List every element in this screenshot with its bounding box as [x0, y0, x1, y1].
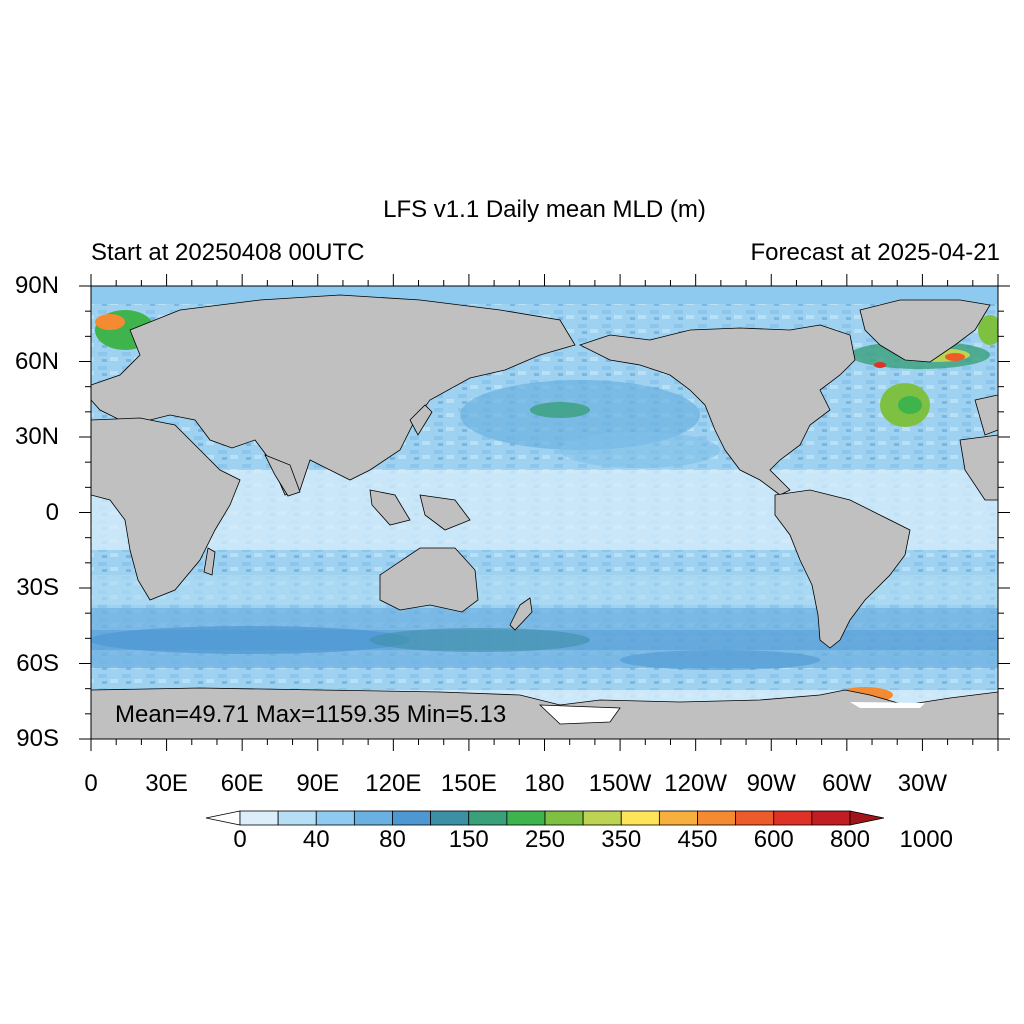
colorbar-tick-label: 600	[753, 826, 794, 853]
lon-tick-label: 120W	[664, 770, 727, 797]
lat-tick-label: 60N	[14, 347, 59, 375]
colorbar-box	[620, 810, 660, 826]
colorbar-box	[735, 810, 775, 826]
lon-tick-label: 30E	[145, 770, 188, 797]
colorbar-box	[697, 810, 737, 826]
weddell-ice-shelf	[850, 702, 925, 708]
lon-tick-label: 120E	[365, 770, 422, 797]
lat-tick-label: 30S	[16, 574, 59, 601]
colorbar-box	[544, 810, 584, 826]
colorbar-tick-label: 80	[379, 826, 406, 853]
lon-tick-label: 60E	[220, 770, 264, 797]
stats-label: Mean=49.71 Max=1159.35 Min=5.13	[115, 701, 507, 728]
lon-tick-label: 30W	[897, 770, 948, 797]
lat-tick-label: 90S	[16, 725, 59, 752]
lon-tick-label: 150W	[588, 770, 652, 797]
lon-tick-label: 150E	[440, 770, 497, 797]
colorbar-tick-label: 150	[448, 826, 489, 853]
colorbar-tick-label: 0	[233, 826, 247, 853]
colorbar-box	[315, 810, 355, 826]
colorbar-box	[430, 810, 470, 826]
lon-tick-label: 90E	[296, 770, 340, 797]
colorbar	[205, 810, 885, 826]
colorbar-box	[392, 810, 432, 826]
colorbar-tick-label: 1000	[899, 826, 953, 853]
lat-tick-label: 90N	[14, 272, 59, 299]
colorbar-box	[353, 810, 393, 826]
colorbar-box	[468, 810, 508, 826]
start-time-label: Start at 20250408 00UTC	[91, 239, 365, 266]
lat-tick-label: 0	[45, 498, 59, 526]
colorbar-box	[658, 810, 698, 826]
colorbar-tick-label: 450	[677, 826, 718, 853]
colorbar-box	[773, 810, 813, 826]
map-title: LFS v1.1 Daily mean MLD (m)	[383, 196, 706, 223]
lat-tick-label: 60S	[16, 649, 59, 677]
axis-ticks	[79, 274, 1010, 751]
colorbar-box	[239, 810, 279, 826]
colorbar-over-triangle	[849, 810, 885, 826]
lon-tick-label: 180	[524, 770, 565, 797]
ice-shelf	[538, 704, 621, 725]
colorbar-tick-label: 800	[829, 826, 871, 853]
colorbar-tick-label: 250	[524, 826, 566, 853]
colorbar-box	[811, 810, 851, 826]
colorbar-tick-label: 40	[302, 826, 330, 853]
lat-tick-label: 30N	[14, 423, 59, 450]
lon-tick-label: 60W	[822, 770, 872, 797]
land-masses	[91, 294, 998, 739]
colorbar-under-triangle	[205, 810, 241, 826]
lon-tick-label: 0	[84, 770, 98, 797]
forecast-time-label: Forecast at 2025-04-21	[750, 239, 1000, 266]
colorbar-box	[582, 810, 622, 826]
colorbar-box	[277, 810, 317, 826]
colorbar-tick-label: 350	[601, 826, 642, 853]
colorbar-box	[506, 810, 546, 826]
lon-tick-label: 90W	[746, 770, 796, 797]
